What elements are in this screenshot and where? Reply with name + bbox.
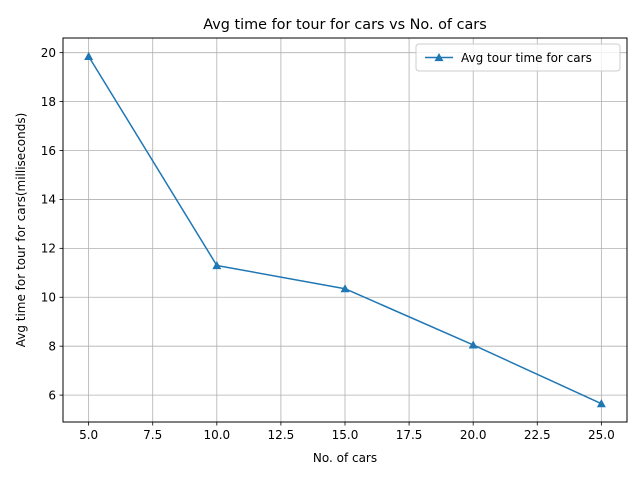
legend-entry-label: Avg tour time for cars bbox=[461, 51, 592, 65]
legend-marker-triangle-icon bbox=[434, 53, 444, 62]
y-tick-label: 6 bbox=[48, 388, 56, 402]
y-tick-label: 16 bbox=[41, 144, 56, 158]
y-axis-ticks: 6 8 10 12 14 16 18 20 bbox=[41, 46, 63, 402]
x-axis-label: No. of cars bbox=[313, 451, 377, 465]
x-tick-label: 7.5 bbox=[143, 428, 162, 442]
x-tick-label: 17.5 bbox=[396, 428, 423, 442]
legend-box bbox=[415, 43, 621, 72]
chart-title: Avg time for tour for cars vs No. of car… bbox=[203, 17, 486, 33]
data-point-triangle-marker bbox=[84, 51, 94, 60]
y-axis-label: Avg time for tour for cars(milliseconds) bbox=[14, 113, 28, 348]
x-tick-label: 12.5 bbox=[268, 428, 295, 442]
x-tick-label: 5.0 bbox=[79, 428, 98, 442]
y-tick-label: 10 bbox=[41, 291, 56, 305]
data-point-triangle-marker bbox=[212, 260, 222, 270]
x-tick-label: 25.0 bbox=[588, 428, 615, 442]
data-point-triangle-marker bbox=[468, 340, 478, 349]
data-point-triangle-marker bbox=[340, 284, 350, 293]
x-tick-label: 15.0 bbox=[332, 428, 359, 442]
data-point-triangle-marker bbox=[596, 399, 606, 408]
x-tick-label: 20.0 bbox=[460, 428, 487, 442]
y-tick-label: 14 bbox=[41, 193, 56, 207]
y-tick-label: 18 bbox=[41, 95, 56, 109]
y-tick-label: 12 bbox=[41, 242, 56, 256]
x-tick-label: 10.0 bbox=[203, 428, 230, 442]
series-layer bbox=[84, 51, 606, 408]
y-tick-label: 8 bbox=[48, 339, 56, 353]
x-axis-ticks: 5.0 7.5 10.0 12.5 15.0 17.5 20.0 22.5 25.0 bbox=[79, 422, 615, 442]
grid-lines bbox=[63, 38, 627, 422]
legend: Avg tour time for cars bbox=[415, 43, 621, 72]
x-tick-label: 22.5 bbox=[524, 428, 551, 442]
y-tick-label: 20 bbox=[41, 46, 56, 60]
